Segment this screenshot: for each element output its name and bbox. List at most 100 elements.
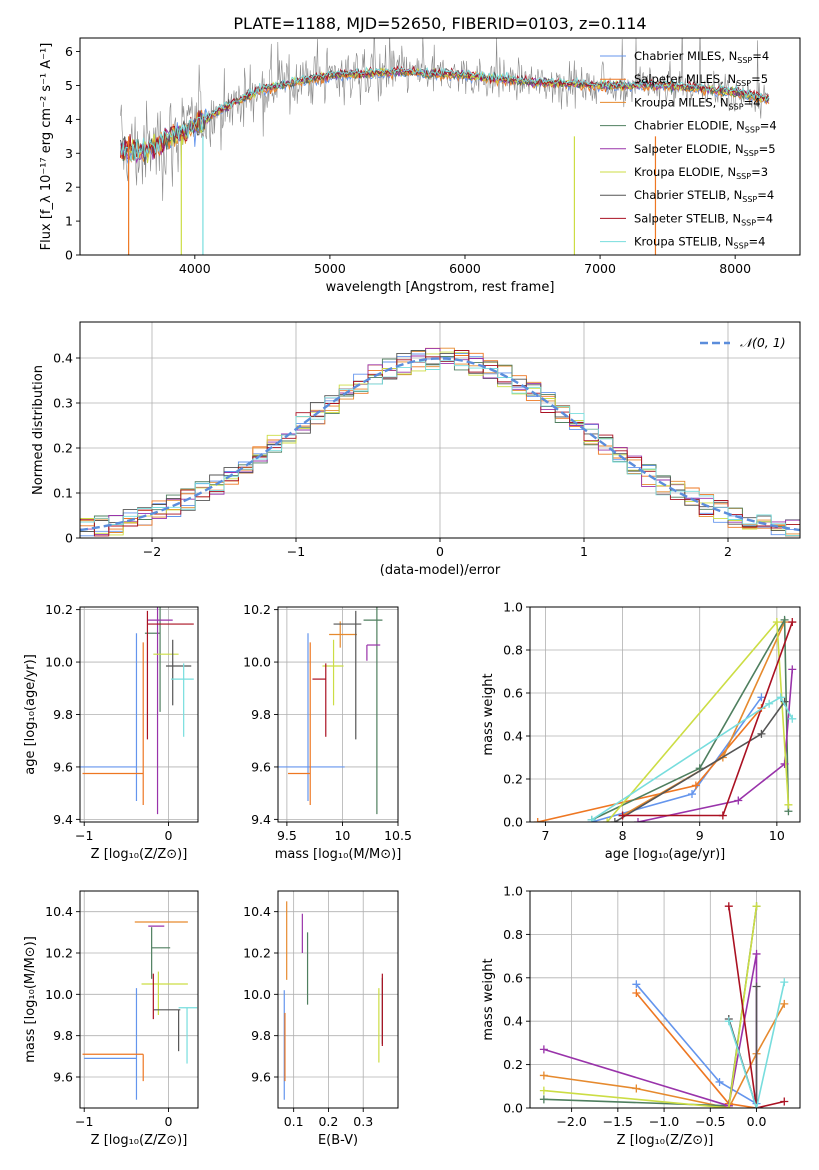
plot-area bbox=[539, 902, 789, 1108]
legend-value: =4 bbox=[752, 49, 769, 63]
legend-value: =5 bbox=[759, 142, 776, 156]
axes-decor: −2 −1 0 1 2 0 0.1 0.2 0.3 0.4 (data-model)/error No… bbox=[31, 321, 801, 578]
x-tick-label: 0.0 bbox=[747, 1114, 767, 1129]
x-axis-label: wavelength [Angstrom, rest frame] bbox=[326, 280, 555, 295]
residual-histogram-line bbox=[80, 360, 800, 537]
y-tick-label: 0 bbox=[65, 248, 73, 263]
y-axis-label: Normed distribution bbox=[31, 365, 46, 495]
axes-frame bbox=[529, 606, 801, 823]
y-tick-label: 0.0 bbox=[503, 1101, 523, 1116]
y-tick-label: 9.6 bbox=[251, 759, 271, 774]
legend-subscript: SSP bbox=[736, 79, 751, 88]
y-tick-label: 9.4 bbox=[251, 812, 271, 827]
legend-label: Salpeter MILES, NSSP=5 bbox=[634, 72, 768, 88]
spectrum-legend: Chabrier MILES, NSSP=4 Salpeter MILES, NS… bbox=[600, 49, 777, 251]
weight-marker bbox=[632, 1084, 641, 1093]
y-tick-label: 9.6 bbox=[53, 759, 73, 774]
weight-line bbox=[728, 906, 785, 1108]
legend-value: =4 bbox=[760, 119, 777, 133]
y-tick-label: 0.8 bbox=[503, 927, 523, 942]
axes-decor: 9.5 10 10.5 9.4 9.6 9.8 10.0 10.2 mass [log₁₀(M/… bbox=[243, 602, 412, 862]
legend-subscript: SSP bbox=[737, 56, 752, 65]
figure-title: PLATE=1188, MJD=52650, FIBERID=0103, z=0… bbox=[233, 14, 646, 33]
weight-line bbox=[622, 621, 786, 817]
legend-label: Kroupa MILES, NSSP=4 bbox=[634, 95, 760, 111]
y-tick-label: 9.8 bbox=[251, 707, 271, 722]
weight-line bbox=[543, 1003, 785, 1108]
weight-marker bbox=[752, 902, 761, 911]
axes-decor: 4000 5000 6000 7000 8000 0 1 2 3 4 5 6 wavelength [A… bbox=[39, 37, 801, 295]
spectrum-panel: 4000 5000 6000 7000 8000 0 1 2 3 4 5 6 wavelength [A… bbox=[39, 37, 801, 295]
plot-area bbox=[82, 921, 198, 1100]
x-tick-label: 10 bbox=[769, 828, 785, 843]
weight-marker bbox=[772, 618, 781, 627]
y-tick-label: 10.2 bbox=[45, 946, 73, 961]
y-axis-label: mass weight bbox=[481, 958, 496, 1040]
y-tick-label: 5 bbox=[65, 78, 73, 93]
y-tick-label: 10.2 bbox=[243, 946, 271, 961]
plot-area bbox=[283, 901, 383, 1100]
legend-label: 𝒩(0, 1) bbox=[740, 335, 786, 350]
axes-decor: −1 0 9.6 9.8 10.0 10.2 10.4 Z [log₁₀(Z/Z⊙)] mass… bbox=[23, 890, 199, 1148]
axes-decor: 0.1 0.2 0.3 9.6 9.8 10.0 10.2 10.4 E(B-V) bbox=[243, 890, 399, 1148]
x-tick-label: 0.1 bbox=[284, 1114, 304, 1129]
weight-marker bbox=[780, 615, 789, 624]
weight-marker bbox=[632, 988, 641, 997]
axes-frame bbox=[529, 890, 801, 1109]
weight-line bbox=[543, 906, 758, 1107]
weight-line bbox=[728, 981, 786, 1108]
weight-marker bbox=[752, 1104, 761, 1108]
legend-value: =4 bbox=[756, 211, 773, 225]
weight-marker bbox=[765, 699, 774, 708]
x-tick-label: 0 bbox=[165, 828, 173, 843]
y-tick-label: 10.4 bbox=[243, 904, 271, 919]
y-tick-label: 0.2 bbox=[503, 772, 523, 787]
x-tick-label: 0 bbox=[436, 544, 444, 559]
legend-value: =5 bbox=[751, 72, 768, 86]
weight-marker bbox=[752, 949, 761, 958]
y-tick-label: 9.4 bbox=[53, 812, 73, 827]
weight-marker bbox=[780, 759, 789, 768]
y-tick-label: 0.1 bbox=[53, 486, 73, 501]
x-tick-label: 1 bbox=[580, 544, 588, 559]
x-tick-label: −2.0 bbox=[556, 1114, 586, 1129]
legend-value: =4 bbox=[744, 95, 761, 109]
y-tick-label: 9.8 bbox=[53, 1028, 73, 1043]
legend-label: Kroupa ELODIE, NSSP=3 bbox=[634, 165, 768, 181]
weight-marker bbox=[587, 815, 596, 822]
x-axis-label: mass [log₁₀(M/M⊙)] bbox=[275, 847, 402, 862]
weight-line bbox=[537, 707, 763, 822]
x-tick-label: 2 bbox=[724, 544, 732, 559]
weight-marker bbox=[688, 790, 696, 799]
legend-label: Salpeter ELODIE, NSSP=5 bbox=[634, 142, 776, 158]
weight-marker bbox=[780, 1097, 789, 1106]
x-tick-label: −1 bbox=[75, 1114, 93, 1129]
weight-marker bbox=[539, 1071, 548, 1080]
weight-vs-age-panel: 7 8 9 10 0.0 0.2 0.4 0.6 0.8 1.0 age [log₁₀(age/yr… bbox=[481, 600, 801, 862]
y-tick-label: 10.4 bbox=[45, 904, 73, 919]
weight-marker bbox=[718, 811, 727, 820]
y-tick-label: 0.8 bbox=[503, 643, 523, 658]
y-tick-label: 0.4 bbox=[503, 729, 523, 744]
weight-marker bbox=[757, 693, 766, 702]
y-tick-label: 6 bbox=[65, 44, 73, 59]
plot-area bbox=[278, 607, 383, 815]
weight-marker bbox=[691, 781, 700, 790]
weight-marker bbox=[724, 902, 733, 911]
y-tick-label: 1 bbox=[65, 214, 73, 229]
x-tick-label: 7000 bbox=[584, 261, 616, 276]
x-tick-label: 0.2 bbox=[318, 1114, 338, 1129]
y-tick-label: 9.8 bbox=[251, 1028, 271, 1043]
y-tick-label: 10.2 bbox=[45, 602, 73, 617]
x-tick-label: −1.0 bbox=[649, 1114, 679, 1129]
y-tick-label: 9.8 bbox=[53, 707, 73, 722]
weight-marker bbox=[734, 796, 743, 805]
weight-marker bbox=[539, 1045, 548, 1054]
weight-marker bbox=[634, 818, 642, 822]
x-tick-label: 9.5 bbox=[277, 828, 297, 843]
y-tick-label: 10.2 bbox=[243, 602, 271, 617]
y-axis-label: Flux [f_λ 10⁻¹⁷ erg cm⁻² s⁻¹ A⁻¹] bbox=[39, 43, 54, 251]
x-axis-label: age [log₁₀(age/yr)] bbox=[605, 847, 726, 862]
weight-marker bbox=[784, 800, 793, 809]
x-tick-label: 0 bbox=[165, 1114, 173, 1129]
